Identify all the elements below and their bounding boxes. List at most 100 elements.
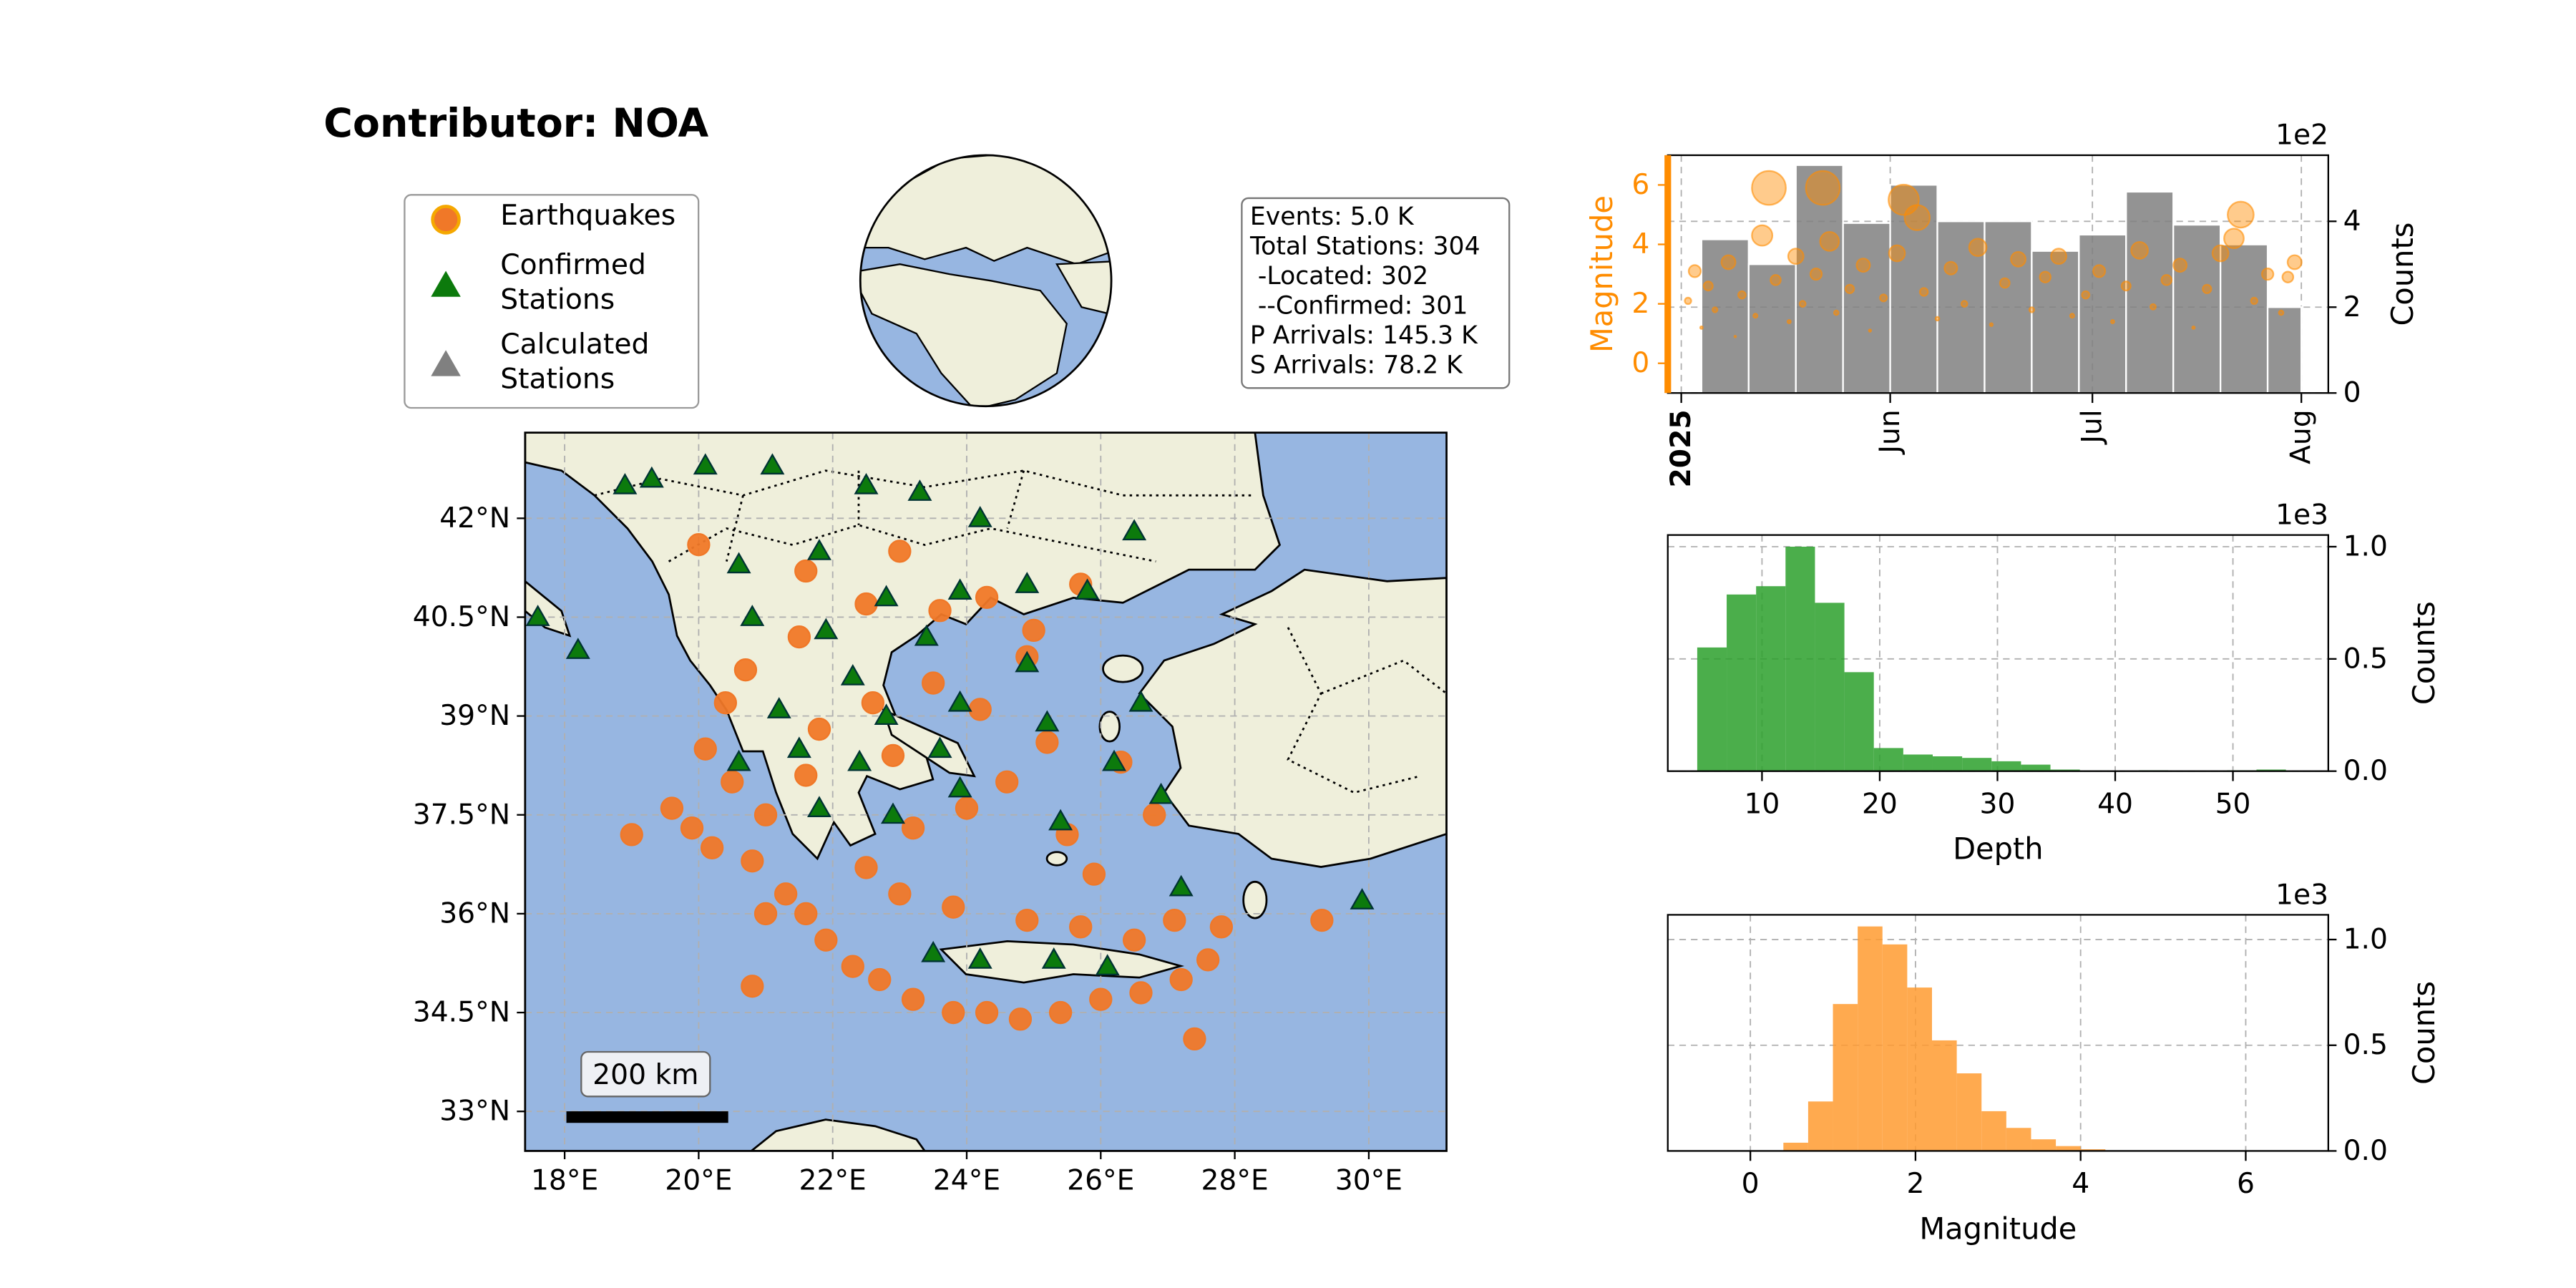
station: [766, 697, 791, 718]
magnitude-point: [2149, 303, 2157, 311]
y-axis-label: Magnitude: [1584, 195, 1619, 353]
globe-inset: [859, 154, 1113, 408]
magnitude-point: [1787, 248, 1805, 265]
legend-box: [404, 194, 700, 409]
x-tick-label: 10: [1744, 788, 1780, 820]
magnitude-point: [1868, 328, 1873, 333]
magnitude-point: [2211, 244, 2230, 263]
histogram-bar: [1807, 1101, 1833, 1151]
station: [1048, 809, 1073, 831]
scale-bar: [566, 1111, 728, 1123]
globe-land: [1055, 260, 1112, 318]
earthquake: [1008, 1008, 1033, 1031]
stats: Events: 5.0 K Total Stations: 304 -Locat…: [1250, 202, 1508, 380]
station: [1075, 578, 1100, 600]
histogram-bar: [1932, 756, 1963, 771]
count-bar: [1700, 238, 1750, 394]
y-tick-label: 2: [1631, 288, 1649, 320]
y-axis-label: Counts: [2406, 981, 2441, 1085]
map: [525, 432, 1447, 1151]
legend-item: Confirmed Stations: [500, 249, 646, 317]
station: [740, 605, 765, 626]
magnitude-point: [2120, 280, 2132, 292]
x-axis-label: Depth: [1953, 831, 2043, 867]
magnitude-point: [1751, 224, 1774, 247]
magnitude-point: [1819, 230, 1840, 252]
station: [1035, 710, 1060, 732]
axis-offset: 1e3: [2275, 499, 2328, 532]
earthquake: [1048, 1000, 1073, 1025]
station: [806, 796, 831, 817]
x-tick-label: Jul: [2077, 409, 2109, 445]
magnitude-point: [1751, 170, 1787, 206]
land: [1045, 851, 1068, 867]
magnitude-point: [2109, 319, 2115, 325]
stat-line: S Arrivals: 78.2 K: [1249, 350, 1463, 380]
histogram-bar: [1783, 1142, 1808, 1151]
histogram-bar: [1815, 602, 1845, 771]
magnitude-point: [1805, 170, 1841, 206]
legend-marker: [431, 205, 461, 235]
x-tick-label: Jun: [1874, 409, 1906, 455]
count-bar: [2266, 306, 2303, 394]
magnitude-point: [2028, 306, 2036, 313]
station: [914, 624, 939, 646]
y-tick-label: 0.5: [2343, 643, 2388, 675]
earthquake: [794, 763, 818, 787]
stats-list: Events: 5.0 K Total Stations: 304 -Locat…: [1250, 202, 1508, 380]
earthquake: [1082, 862, 1106, 886]
magnitude-point: [2069, 313, 2076, 319]
globe-land: [860, 263, 1068, 406]
magnitude-point: [2281, 270, 2295, 283]
magnitude-point: [1737, 290, 1747, 300]
station: [1015, 650, 1040, 673]
count-bar: [2078, 233, 2127, 394]
plot-frame: [1667, 914, 2329, 1152]
scale-bar-label: 200 km: [592, 1059, 698, 1091]
magnitude-point: [1733, 334, 1737, 338]
y-tick-label: 4: [1631, 228, 1649, 260]
station: [874, 585, 899, 607]
earthquake: [1310, 908, 1334, 932]
magnitude-point: [1687, 264, 1702, 278]
earthquake: [753, 902, 778, 926]
magnitude-point: [1844, 283, 1855, 294]
earthquake: [1163, 908, 1186, 932]
y2-tick-label: 4: [2343, 205, 2361, 238]
magnitude-point: [1960, 300, 1968, 308]
magnitude-point: [1888, 244, 1906, 263]
earthquake: [774, 882, 798, 906]
magnitude-point: [2010, 250, 2026, 268]
legend-label: Earthquakes: [500, 200, 676, 233]
land: [525, 580, 572, 638]
histogram-bar: [1833, 1004, 1858, 1151]
station: [947, 690, 972, 712]
land: [525, 432, 1282, 861]
earthquake: [901, 816, 925, 840]
border: [726, 470, 1025, 562]
y-tick-label: 40.5°N: [413, 601, 510, 633]
map-frame: [524, 431, 1448, 1152]
station: [921, 940, 946, 962]
earthquake: [881, 743, 905, 768]
station: [1148, 782, 1174, 804]
earthquake: [1089, 987, 1113, 1011]
count-bar: [2219, 243, 2269, 394]
magnitude-point: [2081, 290, 2091, 300]
station: [693, 453, 718, 475]
station: [927, 736, 952, 758]
stat-line: --Confirmed: 301: [1249, 291, 1468, 321]
earthquake: [680, 816, 704, 840]
histogram-bar: [1873, 748, 1903, 771]
station: [565, 638, 590, 659]
histogram-bar: [1981, 1111, 2006, 1151]
y-tick-label: 1.0: [2343, 531, 2388, 563]
x-tick-label: 28°E: [1201, 1165, 1268, 1197]
magnitude-point: [1918, 287, 1929, 297]
histogram-bar: [1844, 672, 1874, 771]
earthquake: [1196, 948, 1220, 972]
magnitude-point: [1999, 277, 2011, 289]
y-tick-label: 36°N: [439, 897, 510, 930]
y-tick-label: 34.5°N: [413, 997, 510, 1029]
magnitude-point: [1684, 296, 1692, 306]
